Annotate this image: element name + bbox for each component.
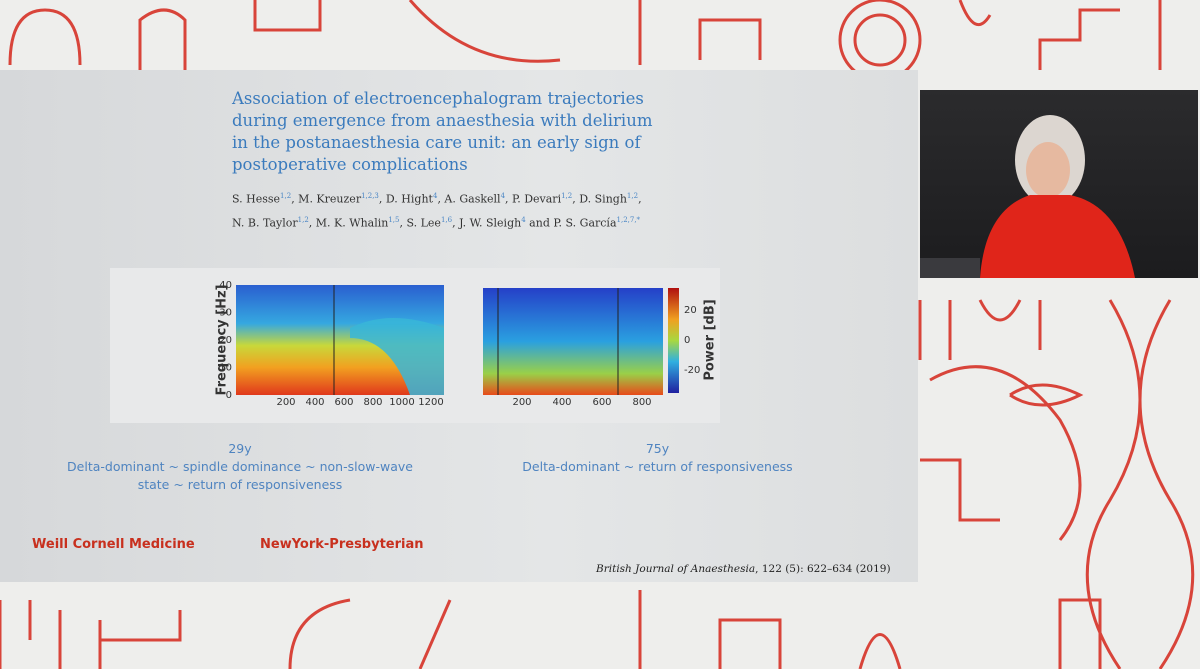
affiliation: 1,2,7,* [616,215,641,224]
spectrogram-right [483,288,663,395]
x-tick-label: 600 [592,397,611,408]
author-name: , M. Kreuzer [291,192,362,206]
speaker-body [980,195,1135,278]
x-tick-label: 400 [305,397,324,408]
citation-journal: British Journal of Anaesthesia [596,563,756,575]
x-tick-label: 1200 [418,397,443,408]
spectrogram-region [350,318,444,395]
x-tick-label: 200 [512,397,531,408]
affiliation: 1,2,3 [361,192,379,200]
y-tick-label: 0 [226,390,232,401]
x-tick-label: 200 [276,397,295,408]
speaker [920,115,1135,278]
colorbar-label: Power [dB] [703,299,718,380]
x-tick-label: 1000 [389,397,414,408]
author-name: N. B. Taylor [232,216,298,230]
author-name: S. Hesse [232,192,281,206]
author-name: , D. Singh [572,192,627,206]
colorbar [668,288,679,393]
speaker-face [1026,142,1070,198]
caption-right: 75y Delta-dominant ~ return of responsive… [470,440,845,476]
affiliation: 1,5 [388,215,400,224]
colorbar-tick-label: 0 [684,335,690,346]
caption-line: Delta-dominant ~ spindle dominance ~ non… [67,459,413,474]
colorbar-tick-label: 20 [684,305,697,316]
caption-line: Delta-dominant ~ return of responsivenes… [522,459,793,474]
authors: S. Hesse1,2, M. Kreuzer1,2,3, D. Hight4,… [232,186,642,233]
x-tick-label: 800 [632,397,651,408]
title-line: Association of electroencephalogram traj… [232,89,644,108]
title-line: in the postanaesthesia care unit: an ear… [232,133,641,152]
logo-weill-cornell: Weill Cornell Medicine [32,537,195,552]
author-name: , A. Gaskell [437,192,501,206]
affiliation: 4 [500,192,506,200]
logo-nyp: NewYork-Presbyterian [260,537,424,552]
x-tick-label: 400 [552,397,571,408]
y-axis-label: Frequency [Hz] [215,285,230,396]
title-line: during emergence from anaesthesia with d… [232,111,653,130]
y-tick-label: 40 [219,280,232,291]
author-name: , J. W. Sleigh [452,216,522,230]
author-name: , S. Lee [399,216,441,230]
citation: British Journal of Anaesthesia, 122 (5):… [596,563,891,575]
citation-details: , 122 (5): 622–634 (2019) [755,563,891,575]
caption-age: 75y [645,441,670,456]
affiliation: 4 [521,215,526,224]
affiliation: 1,6 [440,215,453,224]
author-name: , P. Devari [505,192,562,206]
paper-title: Association of electroencephalogram traj… [232,88,652,176]
speaker-video [920,90,1198,278]
author-name: , D. Hight [378,192,433,206]
lectern [920,258,980,278]
caption-line: state ~ return of responsiveness [137,477,343,492]
y-tick-label: 10 [219,363,232,374]
author-name: , M. K. Whalin [308,216,389,230]
author-name: and P. S. García [525,216,617,230]
affiliation: 4 [432,192,438,200]
colorbar-tick-label: -20 [684,365,700,376]
caption-age: 29y [228,441,252,456]
affiliation: 1,2 [561,192,573,200]
affiliation: 1,2 [626,192,639,200]
author-name: , [638,192,642,206]
x-tick-label: 600 [334,397,353,408]
author-line: S. Hesse1,2, M. Kreuzer1,2,3, D. Hight4,… [232,186,642,210]
affiliation: 1,2 [280,192,292,200]
x-tick-label: 800 [363,397,382,408]
y-tick-label: 20 [219,335,232,346]
title-line: postoperative complications [232,155,468,174]
y-tick-label: 30 [219,308,232,319]
author-line: N. B. Taylor1,2, M. K. Whalin1,5, S. Lee… [232,210,642,234]
caption-left: 29y Delta-dominant ~ spindle dominance ~ … [30,440,450,494]
affiliation: 1,2 [297,215,309,224]
